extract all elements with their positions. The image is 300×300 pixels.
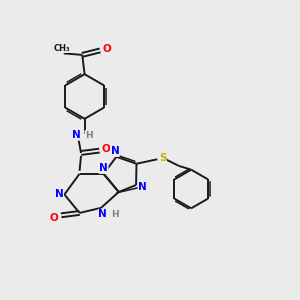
Text: O: O	[49, 213, 58, 223]
Text: N: N	[98, 209, 107, 219]
Text: O: O	[102, 44, 111, 54]
Text: N: N	[72, 130, 81, 140]
Text: N: N	[55, 190, 63, 200]
Text: N: N	[110, 146, 119, 156]
Text: N: N	[99, 164, 108, 173]
Text: CH₃: CH₃	[54, 44, 70, 52]
Text: S: S	[159, 152, 166, 163]
Text: O: O	[102, 144, 110, 154]
Text: N: N	[138, 182, 147, 192]
Text: H: H	[85, 130, 93, 140]
Text: H: H	[111, 210, 119, 219]
